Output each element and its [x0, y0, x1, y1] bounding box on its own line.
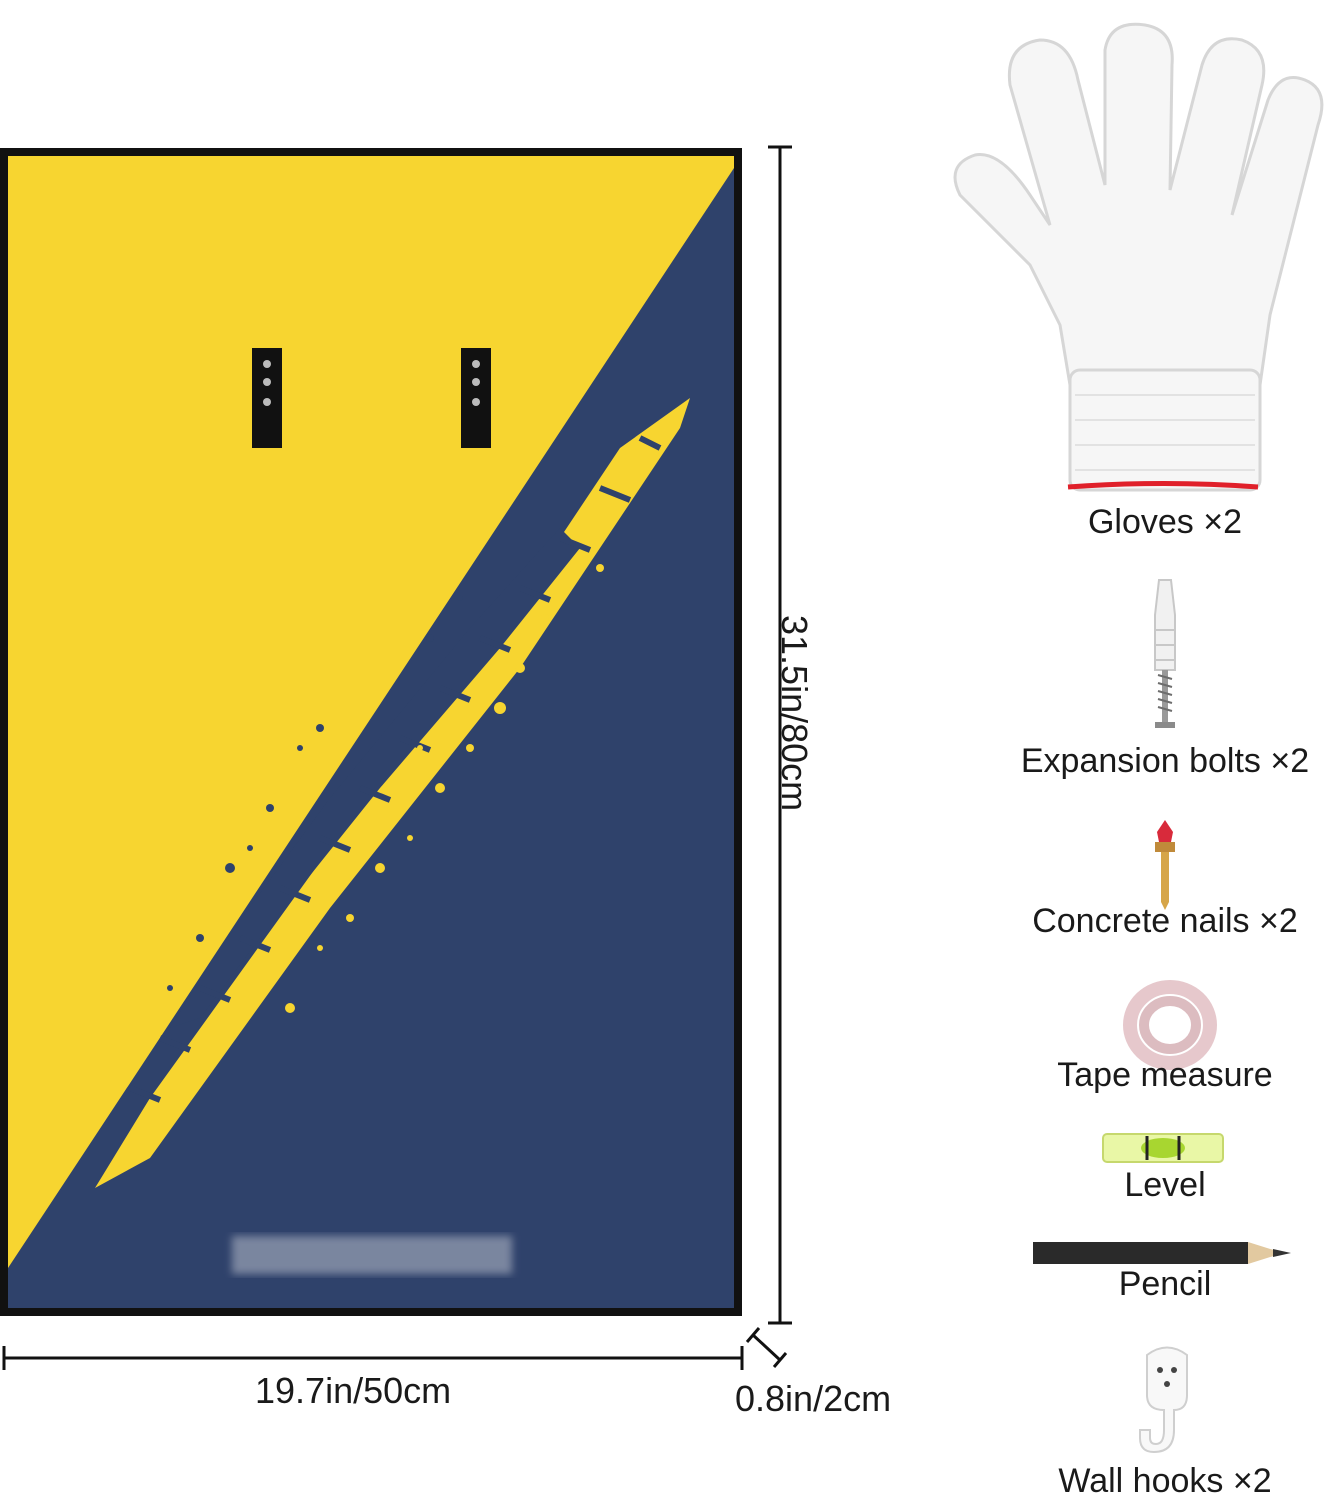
- accessory-label-tape-measure: Tape measure: [1057, 1056, 1273, 1094]
- level-icon: [1102, 1133, 1224, 1163]
- concrete-nail-icon: [1155, 820, 1175, 910]
- framed-artwork: [0, 148, 742, 1316]
- accessory-label-concrete-nails: Concrete nails ×2: [1032, 902, 1298, 940]
- height-dimension-label: 31.5in/80cm: [774, 615, 815, 812]
- width-dimension-label: 19.7in/50cm: [255, 1370, 452, 1411]
- glove-icon: [953, 22, 1324, 492]
- tape-measure-icon: [1123, 980, 1217, 1070]
- expansion-bolt-icon: [1154, 579, 1176, 728]
- accessory-label-level: Level: [1124, 1166, 1206, 1204]
- brand-mark-blurred: [232, 1236, 512, 1274]
- width-dimension-line: [2, 1346, 744, 1370]
- depth-dimension-label: 0.8in/2cm: [735, 1378, 892, 1419]
- wall-hook-icon: [1139, 1346, 1188, 1454]
- accessory-label-expansion-bolts: Expansion bolts ×2: [1020, 742, 1310, 780]
- artwork-hook-right: [461, 348, 491, 448]
- depth-dimension-line: [745, 1327, 788, 1368]
- pencil-icon: [1033, 1242, 1291, 1264]
- accessory-label-gloves: Gloves ×2: [1087, 503, 1243, 541]
- accessory-label-wall-hooks: Wall hooks ×2: [1058, 1462, 1272, 1500]
- navy-field: [8, 168, 734, 1308]
- accessory-label-pencil: Pencil: [1118, 1265, 1212, 1303]
- height-dimension-line: [768, 145, 792, 1325]
- tire-tracks: [95, 398, 690, 1188]
- artwork-hook-left: [252, 348, 282, 448]
